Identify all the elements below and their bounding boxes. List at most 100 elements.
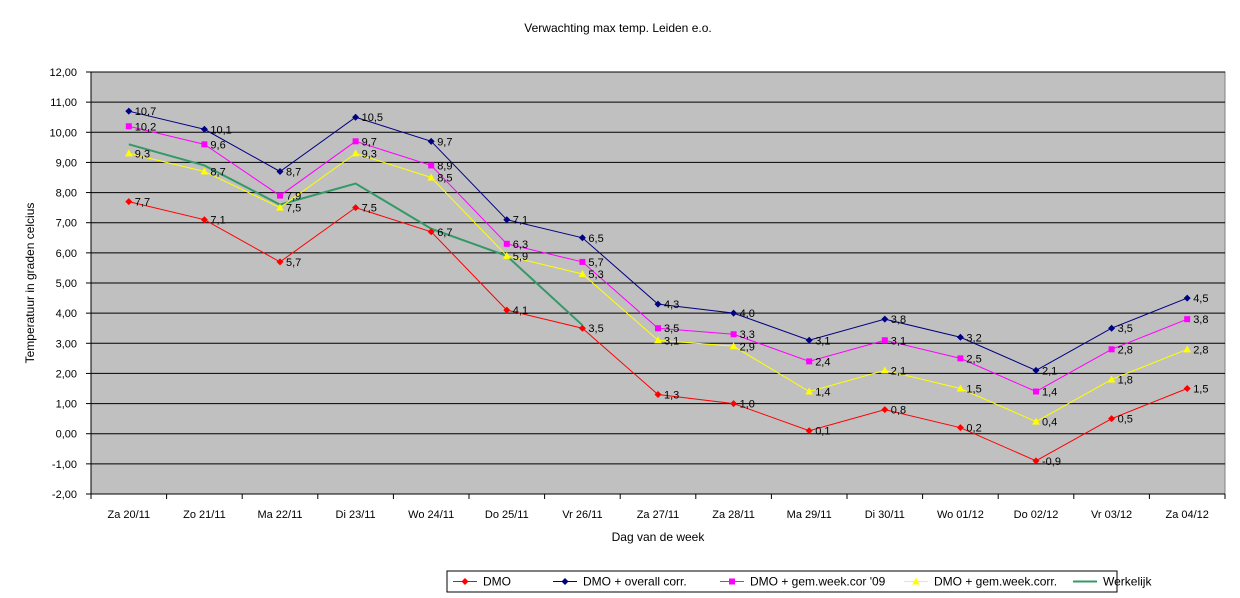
data-label: 8,9 <box>437 160 452 172</box>
data-label: 0,4 <box>1042 417 1057 429</box>
y-tick-label: 11,00 <box>50 97 77 109</box>
legend-label: DMO + gem.week.cor '09 <box>750 575 886 589</box>
data-point <box>654 300 662 308</box>
data-point <box>352 204 360 212</box>
data-label: 6,5 <box>588 233 603 245</box>
data-point <box>427 173 435 181</box>
data-label: 7,1 <box>210 215 225 227</box>
x-tick-label: Do 25/11 <box>485 509 529 521</box>
legend-label: Werkelijk <box>1103 575 1152 589</box>
x-axis-ticks: Za 20/11 Zo 21/11 Ma 22/11 Di 23/11 Wo 24/11… <box>90 494 1226 521</box>
legend-swatch-marker <box>729 578 735 585</box>
x-tick-label: Vr 26/11 <box>562 509 602 521</box>
data-point <box>1108 415 1116 423</box>
y-tick-label: 9,00 <box>56 157 77 169</box>
data-label: 10,1 <box>210 124 231 136</box>
data-label: 1,8 <box>1118 374 1133 386</box>
data-point <box>125 149 133 157</box>
data-label: 2,1 <box>1042 365 1057 377</box>
data-point <box>805 427 813 435</box>
data-label: 4,1 <box>513 305 528 317</box>
y-tick-label: -1,00 <box>52 459 77 471</box>
data-point <box>200 125 208 133</box>
data-label: 9,3 <box>135 148 150 160</box>
data-label: 1,4 <box>1042 387 1057 399</box>
data-point <box>352 113 360 121</box>
data-point <box>655 325 661 332</box>
data-label: 8,7 <box>286 166 301 178</box>
x-tick-label: Vr 03/12 <box>1091 509 1132 521</box>
data-label: 2,5 <box>966 353 981 365</box>
data-point <box>956 424 964 432</box>
series-0 <box>125 198 1191 465</box>
data-label: 8,5 <box>437 173 452 185</box>
legend-item: DMO + gem.week.corr. <box>904 575 1057 589</box>
data-point <box>276 203 284 211</box>
legend-item: Werkelijk <box>1073 575 1152 589</box>
legend-swatch-marker <box>461 578 469 585</box>
data-label: 9,7 <box>437 136 452 148</box>
data-label: 9,3 <box>362 148 377 160</box>
data-point <box>1184 316 1191 323</box>
data-point <box>654 391 662 399</box>
series-1 <box>125 107 1191 374</box>
data-point <box>654 336 662 344</box>
legend-item: DMO <box>453 575 511 589</box>
y-tick-label: 4,00 <box>56 308 77 320</box>
x-tick-label: Di 30/11 <box>865 509 905 521</box>
data-label: 4,3 <box>664 299 679 311</box>
legend: DMO DMO + overall corr. DMO + gem.week.cor… <box>446 570 1152 593</box>
data-point <box>881 315 889 323</box>
data-point <box>729 342 738 350</box>
data-point <box>1032 457 1040 465</box>
data-point <box>1108 346 1115 353</box>
data-label: 6,3 <box>513 239 528 251</box>
data-label: 2,8 <box>1118 344 1133 356</box>
data-point <box>1032 366 1040 374</box>
data-point <box>503 251 511 259</box>
data-label: 3,1 <box>815 335 830 347</box>
data-point <box>578 269 587 277</box>
x-tick-label: Za 28/11 <box>712 509 755 521</box>
legend-box <box>446 570 1118 593</box>
data-label: 3,3 <box>740 329 755 341</box>
data-point <box>503 216 511 224</box>
data-label: 2,1 <box>891 365 906 377</box>
data-labels-layer: 7,7 7,1 5,7 7,5 6,7 4,1 3,5 1,3 1,0 0,1 0,8 0,2 -0,9… <box>135 106 1209 468</box>
data-point <box>503 240 510 247</box>
data-point <box>1108 324 1116 332</box>
data-point <box>125 123 132 130</box>
data-point <box>806 358 813 365</box>
data-point <box>201 141 208 148</box>
data-point <box>1032 417 1040 425</box>
data-point <box>200 216 208 224</box>
data-label: 3,5 <box>664 323 679 335</box>
data-point <box>1183 294 1191 302</box>
data-point <box>957 355 964 362</box>
data-label: 3,8 <box>1193 314 1208 326</box>
data-label: 0,2 <box>966 423 981 435</box>
data-label: 3,1 <box>891 335 906 347</box>
data-label: 5,7 <box>286 257 301 269</box>
data-point <box>956 333 964 341</box>
y-tick-label: 0,00 <box>56 429 77 441</box>
series-layer <box>125 107 1191 465</box>
data-label: 6,7 <box>437 227 452 239</box>
data-label: 1,0 <box>740 399 755 411</box>
data-label: 3,8 <box>891 314 906 326</box>
data-label: 8,7 <box>210 166 225 178</box>
data-label: 1,5 <box>1193 384 1208 396</box>
y-tick-label: 5,00 <box>56 278 77 290</box>
data-label: 7,9 <box>286 191 301 203</box>
data-point <box>1107 375 1116 383</box>
data-point <box>276 167 284 175</box>
data-point <box>805 336 813 344</box>
data-point <box>276 258 284 266</box>
data-label: 10,2 <box>135 121 156 133</box>
data-point <box>730 309 738 317</box>
data-label: 5,7 <box>588 257 603 269</box>
data-label: 3,2 <box>966 332 981 344</box>
data-label: 0,1 <box>815 426 830 438</box>
data-label: 7,7 <box>135 197 150 209</box>
